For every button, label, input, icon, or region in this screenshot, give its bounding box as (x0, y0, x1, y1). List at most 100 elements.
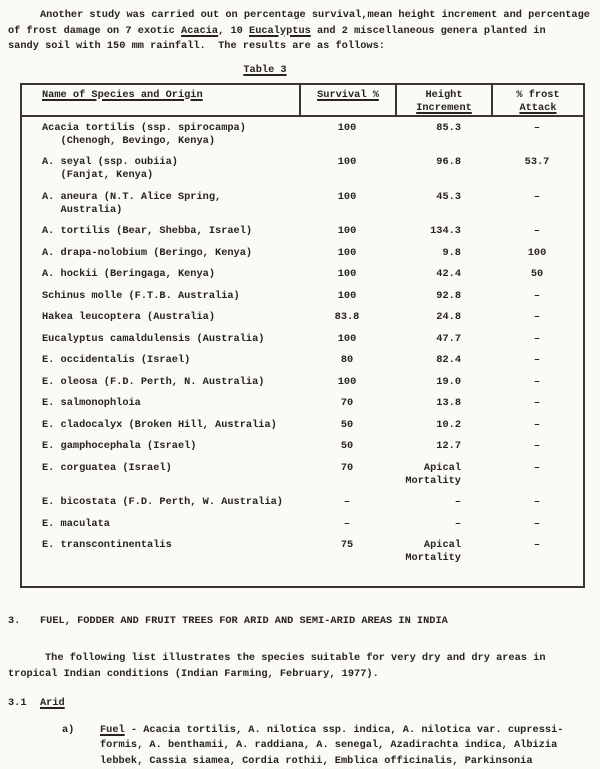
height-increment-cell: 13.8 (395, 397, 491, 410)
table-row: E. oleosa (F.D. Perth, N. Australia) 100… (22, 376, 583, 389)
section-3-number: 3. (8, 614, 40, 630)
table-row: E. maculata – – – (22, 518, 583, 531)
survival-cell: 100 (299, 225, 395, 238)
table-row: Hakea leucoptera (Australia) 83.8 24.8 – (22, 311, 583, 324)
survival-cell: 80 (299, 354, 395, 367)
species-cell: E. cladocalyx (Broken Hill, Australia) (22, 419, 299, 432)
height-increment-cell: 47.7 (395, 333, 491, 346)
intro-line2-post: and 2 miscellaneous genera planted in (311, 25, 546, 37)
species-cell: A. tortilis (Bear, Shebba, Israel) (22, 225, 299, 238)
height-increment-cell: 19.0 (395, 376, 491, 389)
species-cell: E. bicostata (F.D. Perth, W. Australia) (22, 496, 299, 509)
survival-cell: 100 (299, 376, 395, 389)
height-increment-cell: 9.8 (395, 247, 491, 260)
species-cell: A. drapa-nolobium (Beringo, Kenya) (22, 247, 299, 260)
table-row: A. tortilis (Bear, Shebba, Israel) 100 1… (22, 225, 583, 238)
height-increment-cell: Apical Mortality (395, 462, 491, 488)
frost-attack-cell: 100 (491, 247, 583, 260)
frost-attack-cell: – (491, 419, 583, 432)
height-increment-cell: 85.3 (395, 122, 491, 148)
survival-cell: 50 (299, 419, 395, 432)
section-31-number: 3.1 (8, 696, 40, 712)
table-row: E. transcontinentalis 75 Apical Mortalit… (22, 539, 583, 565)
species-cell: E. transcontinentalis (22, 539, 299, 565)
section-3-para-line1: The following list illustrates the speci… (8, 651, 592, 667)
intro-paragraph: Another study was carried out on percent… (8, 8, 592, 55)
table-row: E. occidentalis (Israel) 80 82.4 – (22, 354, 583, 367)
table-header-row: Name of Species and Origin Survival % He… (22, 85, 583, 117)
header-height-line2: Increment (397, 102, 491, 115)
survival-cell: 100 (299, 247, 395, 260)
species-cell: E. occidentalis (Israel) (22, 354, 299, 367)
table-row: E. bicostata (F.D. Perth, W. Australia) … (22, 496, 583, 509)
height-increment-cell: Apical Mortality (395, 539, 491, 565)
table-row: A. drapa-nolobium (Beringo, Kenya) 100 9… (22, 247, 583, 260)
frost-attack-cell: – (491, 496, 583, 509)
frost-attack-cell: – (491, 191, 583, 217)
table-row: Schinus molle (F.T.B. Australia) 100 92.… (22, 290, 583, 303)
intro-line-3: sandy soil with 150 mm rainfall. The res… (8, 39, 592, 55)
species-cell: Hakea leucoptera (Australia) (22, 311, 299, 324)
survival-cell: 70 (299, 462, 395, 488)
list-item-a-text: Fuel - Acacia tortilis, A. nilotica ssp.… (100, 723, 592, 769)
height-increment-cell: 96.8 (395, 156, 491, 182)
table-row: A. hockii (Beringaga, Kenya) 100 42.4 50 (22, 268, 583, 281)
survival-cell: – (299, 496, 395, 509)
frost-attack-cell: 50 (491, 268, 583, 281)
header-attack-text: Attack (519, 102, 556, 114)
intro-line3-text: sandy soil with 150 mm rainfall. The res… (8, 40, 385, 52)
header-frost-line2: Attack (493, 102, 583, 115)
item-a-line1-rest: - Acacia tortilis, A. nilotica ssp. indi… (125, 724, 564, 736)
survival-cell: – (299, 518, 395, 531)
survival-cell: 100 (299, 122, 395, 148)
intro-line-2: of frost damage on 7 exotic Acacia, 10 E… (8, 24, 592, 40)
header-survival: Survival % (299, 85, 395, 115)
section-3-para-line2: tropical Indian conditions (Indian Farmi… (8, 667, 592, 683)
frost-attack-cell: – (491, 333, 583, 346)
intro-line-1: Another study was carried out on percent… (8, 8, 592, 24)
survival-cell: 100 (299, 290, 395, 303)
frost-attack-cell: – (491, 518, 583, 531)
table-row: Eucalyptus camaldulensis (Australia) 100… (22, 333, 583, 346)
survival-cell: 100 (299, 333, 395, 346)
height-increment-cell: 92.8 (395, 290, 491, 303)
species-cell: E. maculata (22, 518, 299, 531)
height-increment-cell: 10.2 (395, 419, 491, 432)
survival-cell: 50 (299, 440, 395, 453)
header-frost-line1: % frost (493, 89, 583, 102)
height-increment-cell: 45.3 (395, 191, 491, 217)
header-increment-text: Increment (416, 102, 472, 114)
table-row: E. gamphocephala (Israel) 50 12.7 – (22, 440, 583, 453)
frost-attack-cell: – (491, 440, 583, 453)
table-row: Acacia tortilis (ssp. spirocampa) (Cheno… (22, 122, 583, 148)
species-cell: A. hockii (Beringaga, Kenya) (22, 268, 299, 281)
section-3-paragraph: The following list illustrates the speci… (8, 651, 592, 682)
header-survival-text: Survival % (317, 89, 379, 101)
height-increment-cell: – (395, 496, 491, 509)
intro-line1-text: Another study was carried out on percent… (40, 9, 590, 21)
height-increment-cell: – (395, 518, 491, 531)
frost-attack-cell: – (491, 122, 583, 148)
table-row: A. aneura (N.T. Alice Spring, Australia)… (22, 191, 583, 217)
species-table: Name of Species and Origin Survival % He… (20, 83, 585, 588)
table-row: E. cladocalyx (Broken Hill, Australia) 5… (22, 419, 583, 432)
height-increment-cell: 12.7 (395, 440, 491, 453)
survival-cell: 70 (299, 397, 395, 410)
frost-attack-cell: – (491, 290, 583, 303)
survival-cell: 75 (299, 539, 395, 565)
section-3-heading: 3. FUEL, FODDER AND FRUIT TREES FOR ARID… (8, 614, 592, 630)
species-cell: E. salmonophloia (22, 397, 299, 410)
height-increment-cell: 82.4 (395, 354, 491, 367)
table-row: E. salmonophloia 70 13.8 – (22, 397, 583, 410)
list-item-a: a) Fuel - Acacia tortilis, A. nilotica s… (62, 723, 592, 769)
intro-line2-pre: of frost damage on 7 exotic (8, 25, 181, 37)
table-row: E. corguatea (Israel) 70 Apical Mortalit… (22, 462, 583, 488)
list-item-a-marker: a) (62, 723, 100, 769)
frost-attack-cell: 53.7 (491, 156, 583, 182)
frost-attack-cell: – (491, 225, 583, 238)
table-body: Acacia tortilis (ssp. spirocampa) (Cheno… (22, 117, 583, 586)
item-a-line2: formis, A. benthamii, A. raddiana, A. se… (100, 738, 592, 754)
